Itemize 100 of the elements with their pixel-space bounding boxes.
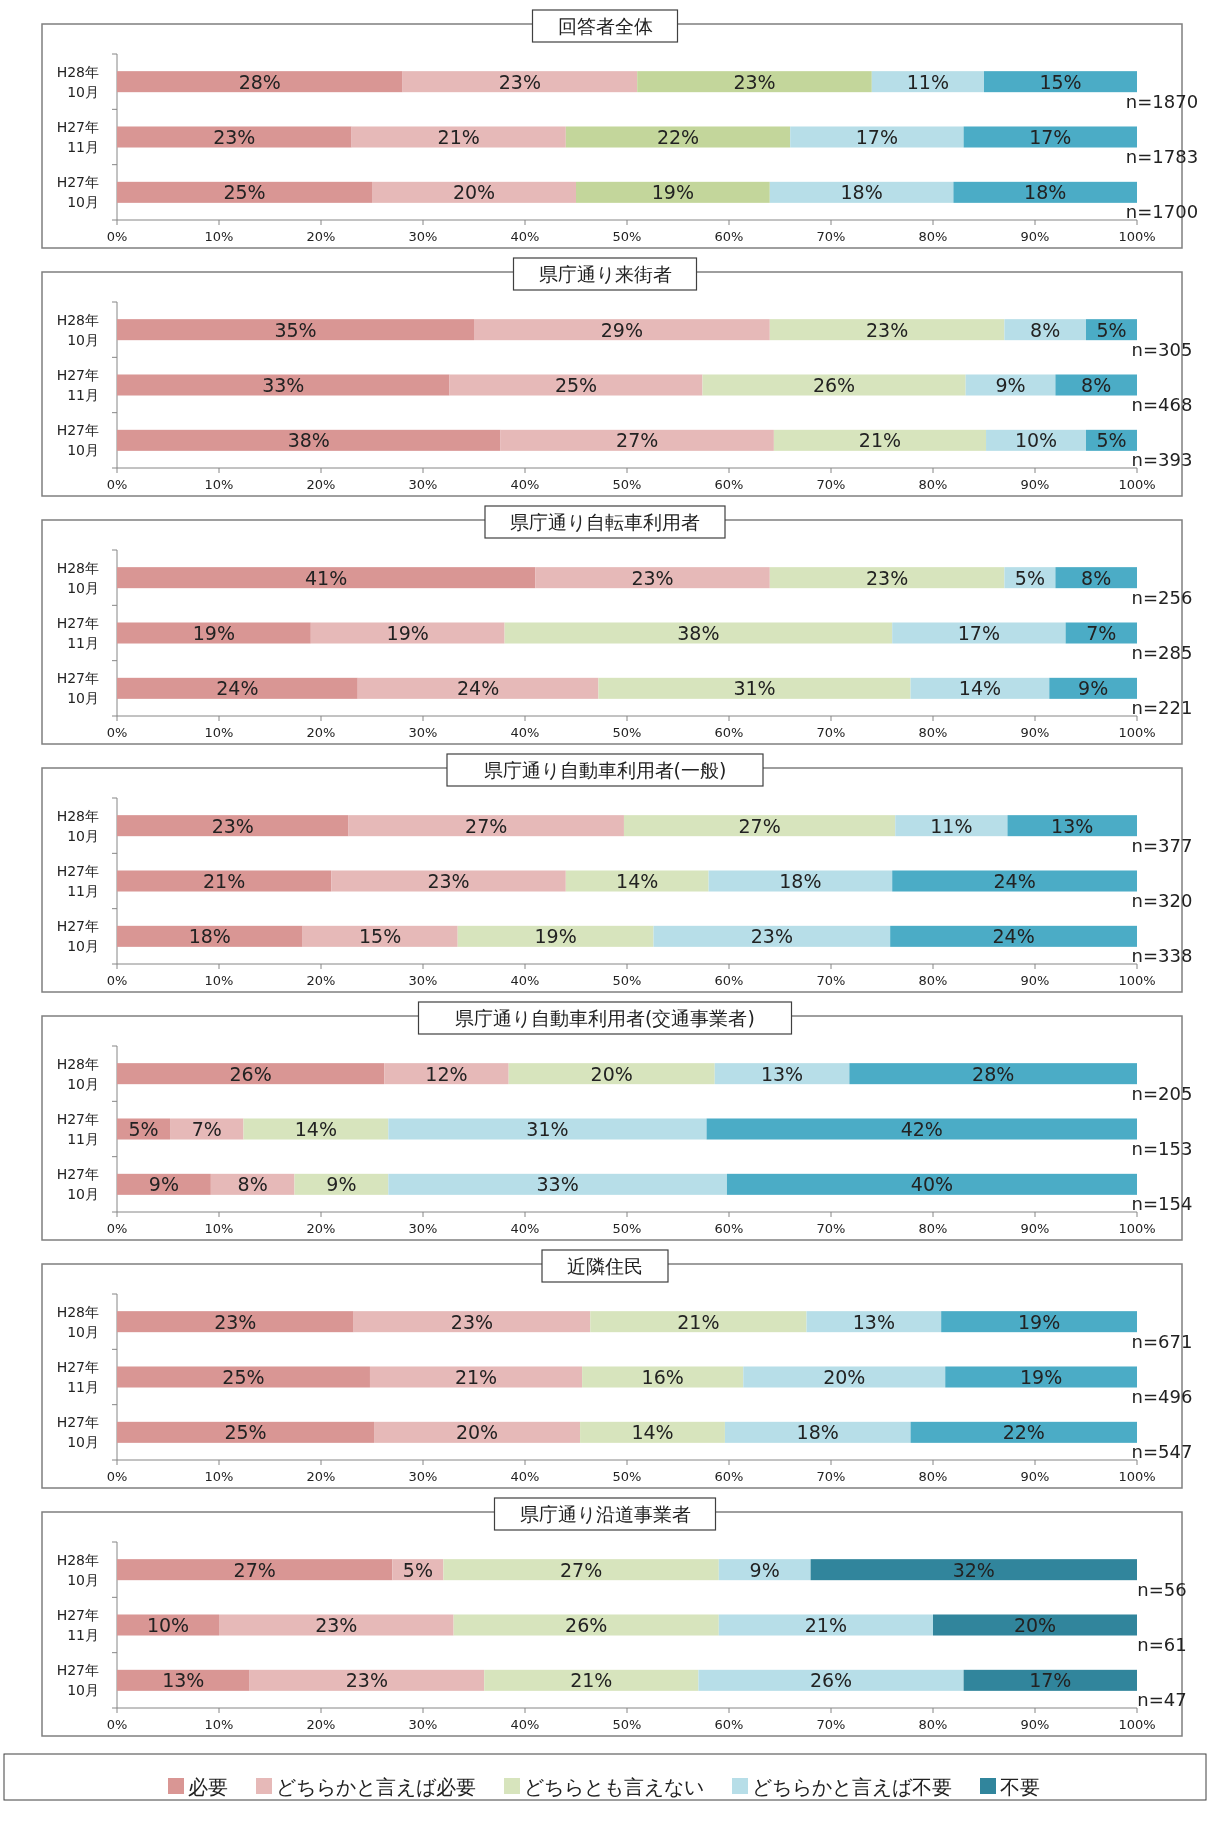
x-tick-label: 70% [816,1221,846,1236]
x-tick-label: 20% [306,1221,336,1236]
x-tick-label: 90% [1020,1221,1050,1236]
data-label: 23% [427,870,470,892]
annotation: n=256 [1131,586,1193,608]
data-label: 5% [1096,429,1127,452]
data-label: 9% [749,1558,780,1581]
bar [769,319,1005,341]
data-label: 25% [222,1366,265,1388]
x-tick-label: 80% [918,973,948,988]
chart-title: 回答者全体 [557,15,653,37]
bar [449,374,703,396]
data-label: 16% [641,1366,684,1388]
data-label: 23% [733,70,776,93]
data-label: 23% [211,814,254,837]
bar [714,1063,850,1085]
data-label: 21% [454,1366,498,1388]
data-label: 20% [823,1366,866,1388]
data-label: 23% [315,1614,358,1636]
y-tick-label: H28年 10月 [56,1303,99,1340]
x-tick-label: 100% [1118,1221,1156,1236]
annotation: n=205 [1131,1082,1193,1104]
x-tick-label: 0% [106,725,128,740]
data-label: 35% [274,318,317,341]
bar [249,1669,485,1691]
data-label: 19% [534,925,577,948]
bar [933,1614,1137,1636]
data-label: 14% [958,677,1002,700]
bar [243,1118,389,1140]
bar [941,1311,1137,1333]
y-tick-label: H27年 10月 [56,670,99,707]
bar [590,1311,807,1333]
bar [1055,374,1137,396]
x-tick-label: 50% [612,1221,642,1236]
bar [724,1421,911,1443]
bar [388,1173,727,1195]
bar [474,319,770,341]
x-tick-label: 10% [204,1469,234,1484]
data-label: 13% [162,1669,205,1692]
data-label: 23% [214,1310,257,1333]
chart-title: 県庁通り沿道事業者 [519,1503,691,1525]
x-tick-label: 40% [510,1221,540,1236]
bar [1065,622,1137,644]
bar [576,181,770,203]
data-label: 8% [1081,566,1112,589]
bar [117,815,349,837]
data-label: 8% [1081,374,1112,396]
y-tick-label: H28年 10月 [56,1055,99,1092]
data-label: 23% [865,566,909,589]
text: n=56 [1137,1578,1187,1600]
annotation: n=377 [1131,834,1193,856]
x-tick-label: 70% [816,1469,846,1484]
x-tick-label: 40% [510,725,540,740]
x-tick-label: 60% [714,973,744,988]
legend-label: どちらかと言えば不要 [752,1775,952,1799]
x-tick-label: 20% [306,477,336,492]
y-tick-label: H28年 10月 [56,63,99,100]
bar [849,1063,1137,1085]
annotation: n=1783 [1125,146,1199,167]
annotation: n=547 [1131,1441,1193,1463]
x-tick-label: 90% [1020,477,1050,492]
bar [117,319,474,341]
data-label: 18% [1024,181,1067,204]
x-tick-label: 100% [1118,1469,1156,1484]
y-tick-label: H28年 10月 [56,311,99,348]
chart-title: 県庁通り自動車利用者(交通事業者) [455,1007,755,1029]
x-tick-label: 100% [1118,973,1156,988]
x-tick-label: 80% [918,229,948,244]
bar [117,870,332,892]
data-label: 19% [386,622,429,644]
x-tick-label: 10% [204,1717,234,1732]
data-label: 24% [992,925,1035,948]
bar [117,1559,393,1581]
data-label: 31% [526,1118,569,1140]
bar [810,1559,1137,1581]
x-tick-label: 20% [306,725,336,740]
bar [302,925,458,947]
data-label: 27% [616,429,659,452]
data-label: 17% [855,126,899,148]
x-tick-label: 50% [612,1469,642,1484]
data-label: 14% [616,870,659,892]
y-tick-label: H27年 11月 [56,863,99,899]
bar [117,1614,219,1636]
data-label: 23% [213,126,256,148]
x-tick-label: 60% [714,1221,744,1236]
x-tick-label: 70% [816,1717,846,1732]
bar [219,1614,454,1636]
x-tick-label: 10% [204,229,234,244]
data-label: 23% [631,566,674,589]
data-label: 12% [425,1062,468,1085]
bar [580,1421,725,1443]
data-label: 40% [910,1173,954,1196]
data-label: 15% [359,925,402,948]
annotation: n=305 [1131,338,1193,360]
bar [117,374,450,396]
bar [892,870,1137,892]
data-label: 33% [262,374,305,396]
bar [769,181,954,203]
bar [357,677,599,699]
data-label: 17% [1029,1669,1072,1692]
